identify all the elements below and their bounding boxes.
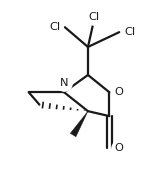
Text: Cl: Cl <box>49 22 60 32</box>
Text: Cl: Cl <box>88 12 100 22</box>
Text: Cl: Cl <box>125 27 136 37</box>
Text: O: O <box>114 143 123 153</box>
Text: N: N <box>60 78 68 88</box>
Text: O: O <box>114 87 123 97</box>
Polygon shape <box>70 111 88 137</box>
